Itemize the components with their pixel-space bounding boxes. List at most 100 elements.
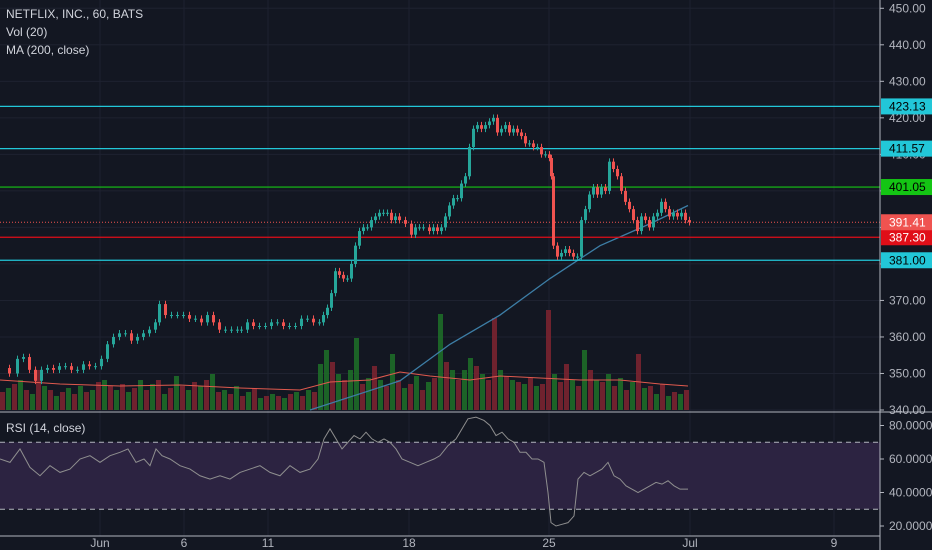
- volume-bar-25: [150, 384, 155, 410]
- candle-body-114: [564, 249, 567, 253]
- volume-bar-88: [528, 378, 533, 410]
- volume-bar-0: [0, 392, 5, 410]
- volume-bar-78: [468, 358, 473, 410]
- volume-bar-108: [648, 386, 653, 410]
- legend-rsi[interactable]: RSI (14, close): [6, 421, 85, 435]
- candle-body-67: [374, 216, 377, 221]
- candle-body-11: [70, 366, 73, 370]
- candle-body-86: [456, 198, 459, 200]
- candle-body-103: [524, 136, 527, 144]
- volume-bar-14: [84, 392, 89, 410]
- volume-bar-96: [576, 386, 581, 410]
- volume-bar-86: [516, 382, 521, 410]
- volume-bar-113: [678, 394, 683, 410]
- candle-body-100: [512, 128, 515, 133]
- candle-body-36: [218, 322, 221, 330]
- candle-body-47: [282, 322, 285, 327]
- candle-body-77: [418, 227, 421, 229]
- rsi-layer: [0, 416, 880, 527]
- volume-bar-101: [606, 374, 611, 410]
- candle-body-22: [136, 336, 139, 341]
- candle-body-79: [428, 227, 431, 232]
- candle-body-50: [300, 318, 303, 327]
- price-tick-label-10: 440.00: [889, 38, 926, 52]
- candle-body-102: [520, 132, 523, 137]
- volume-bar-89: [534, 386, 539, 410]
- candle-body-93: [484, 125, 487, 129]
- candle-body-65: [366, 227, 369, 229]
- candle-body-20: [124, 333, 127, 335]
- volume-bar-111: [666, 396, 671, 410]
- volume-bar-17: [102, 380, 107, 410]
- volume-bar-82: [492, 318, 497, 410]
- volume-bar-12: [72, 394, 77, 410]
- candle-body-112: [556, 245, 559, 257]
- candle-body-110: [550, 158, 553, 177]
- volume-bar-34: [204, 380, 209, 410]
- volume-bar-7: [42, 386, 47, 410]
- level-label-387.30-bg: [881, 229, 932, 246]
- candle-body-121: [592, 187, 595, 195]
- volume-bar-28: [168, 388, 173, 410]
- volume-bar-67: [402, 388, 407, 410]
- volume-bar-63: [378, 380, 383, 410]
- candle-body-61: [350, 263, 353, 279]
- levels-layer: [0, 105, 880, 261]
- candle-body-72: [394, 216, 397, 221]
- candle-body-123: [600, 187, 603, 195]
- candle-body-92: [480, 125, 483, 129]
- candle-body-115: [568, 249, 571, 253]
- volume-bar-3: [18, 380, 23, 410]
- volume-bar-29: [174, 376, 179, 410]
- candle-body-101: [516, 128, 519, 133]
- candle-body-97: [500, 128, 503, 133]
- candle-body-131: [632, 209, 635, 221]
- last-price-label-bg: [881, 214, 932, 231]
- legend-ma[interactable]: MA (200, close): [6, 43, 89, 57]
- volume-bar-71: [426, 382, 431, 410]
- rsi-tick-label-1: 40.0000: [889, 486, 932, 500]
- candle-body-15: [94, 366, 97, 368]
- candle-body-60: [346, 278, 349, 280]
- candle-body-128: [620, 176, 623, 191]
- candle-body-108: [544, 154, 547, 156]
- level-label-381.00: 381.00: [889, 253, 926, 267]
- volume-bar-114: [684, 390, 689, 410]
- candle-body-124: [604, 187, 607, 191]
- volume-bar-31: [186, 390, 191, 410]
- level-label-401.05-bg: [881, 179, 932, 196]
- candle-body-59: [342, 274, 345, 279]
- volume-bar-58: [348, 370, 353, 410]
- volume-bar-87: [522, 384, 527, 410]
- candle-body-117: [576, 256, 579, 258]
- candle-body-28: [170, 315, 173, 317]
- volume-bar-39: [234, 386, 239, 410]
- volume-bar-37: [222, 390, 227, 410]
- legend-symbol[interactable]: NETFLIX, INC., 60, BATS: [6, 7, 143, 21]
- volume-bar-68: [408, 384, 413, 410]
- candle-body-78: [422, 227, 425, 229]
- level-label-387.30: 387.30: [889, 230, 926, 244]
- candle-body-34: [206, 315, 209, 323]
- volume-bar-94: [564, 364, 569, 410]
- volume-bar-36: [216, 392, 221, 410]
- volume-bar-102: [612, 386, 617, 410]
- level-label-401.05: 401.05: [889, 180, 926, 194]
- volume-bar-8: [48, 390, 53, 410]
- candle-body-83: [444, 216, 447, 228]
- candle-body-140: [668, 209, 671, 217]
- price-tick-label-11: 450.00: [889, 1, 926, 15]
- candle-body-105: [532, 143, 535, 148]
- candle-body-80: [432, 227, 435, 232]
- candle-body-126: [612, 161, 615, 169]
- volume-bar-85: [510, 380, 515, 410]
- volume-bar-10: [60, 392, 65, 410]
- candle-body-69: [382, 212, 385, 214]
- legend-volume[interactable]: Vol (20): [6, 25, 47, 39]
- candle-body-44: [264, 326, 267, 328]
- candle-body-12: [76, 369, 79, 371]
- volume-bar-103: [618, 378, 623, 410]
- candle-body-99: [508, 125, 511, 133]
- candle-body-30: [182, 315, 185, 317]
